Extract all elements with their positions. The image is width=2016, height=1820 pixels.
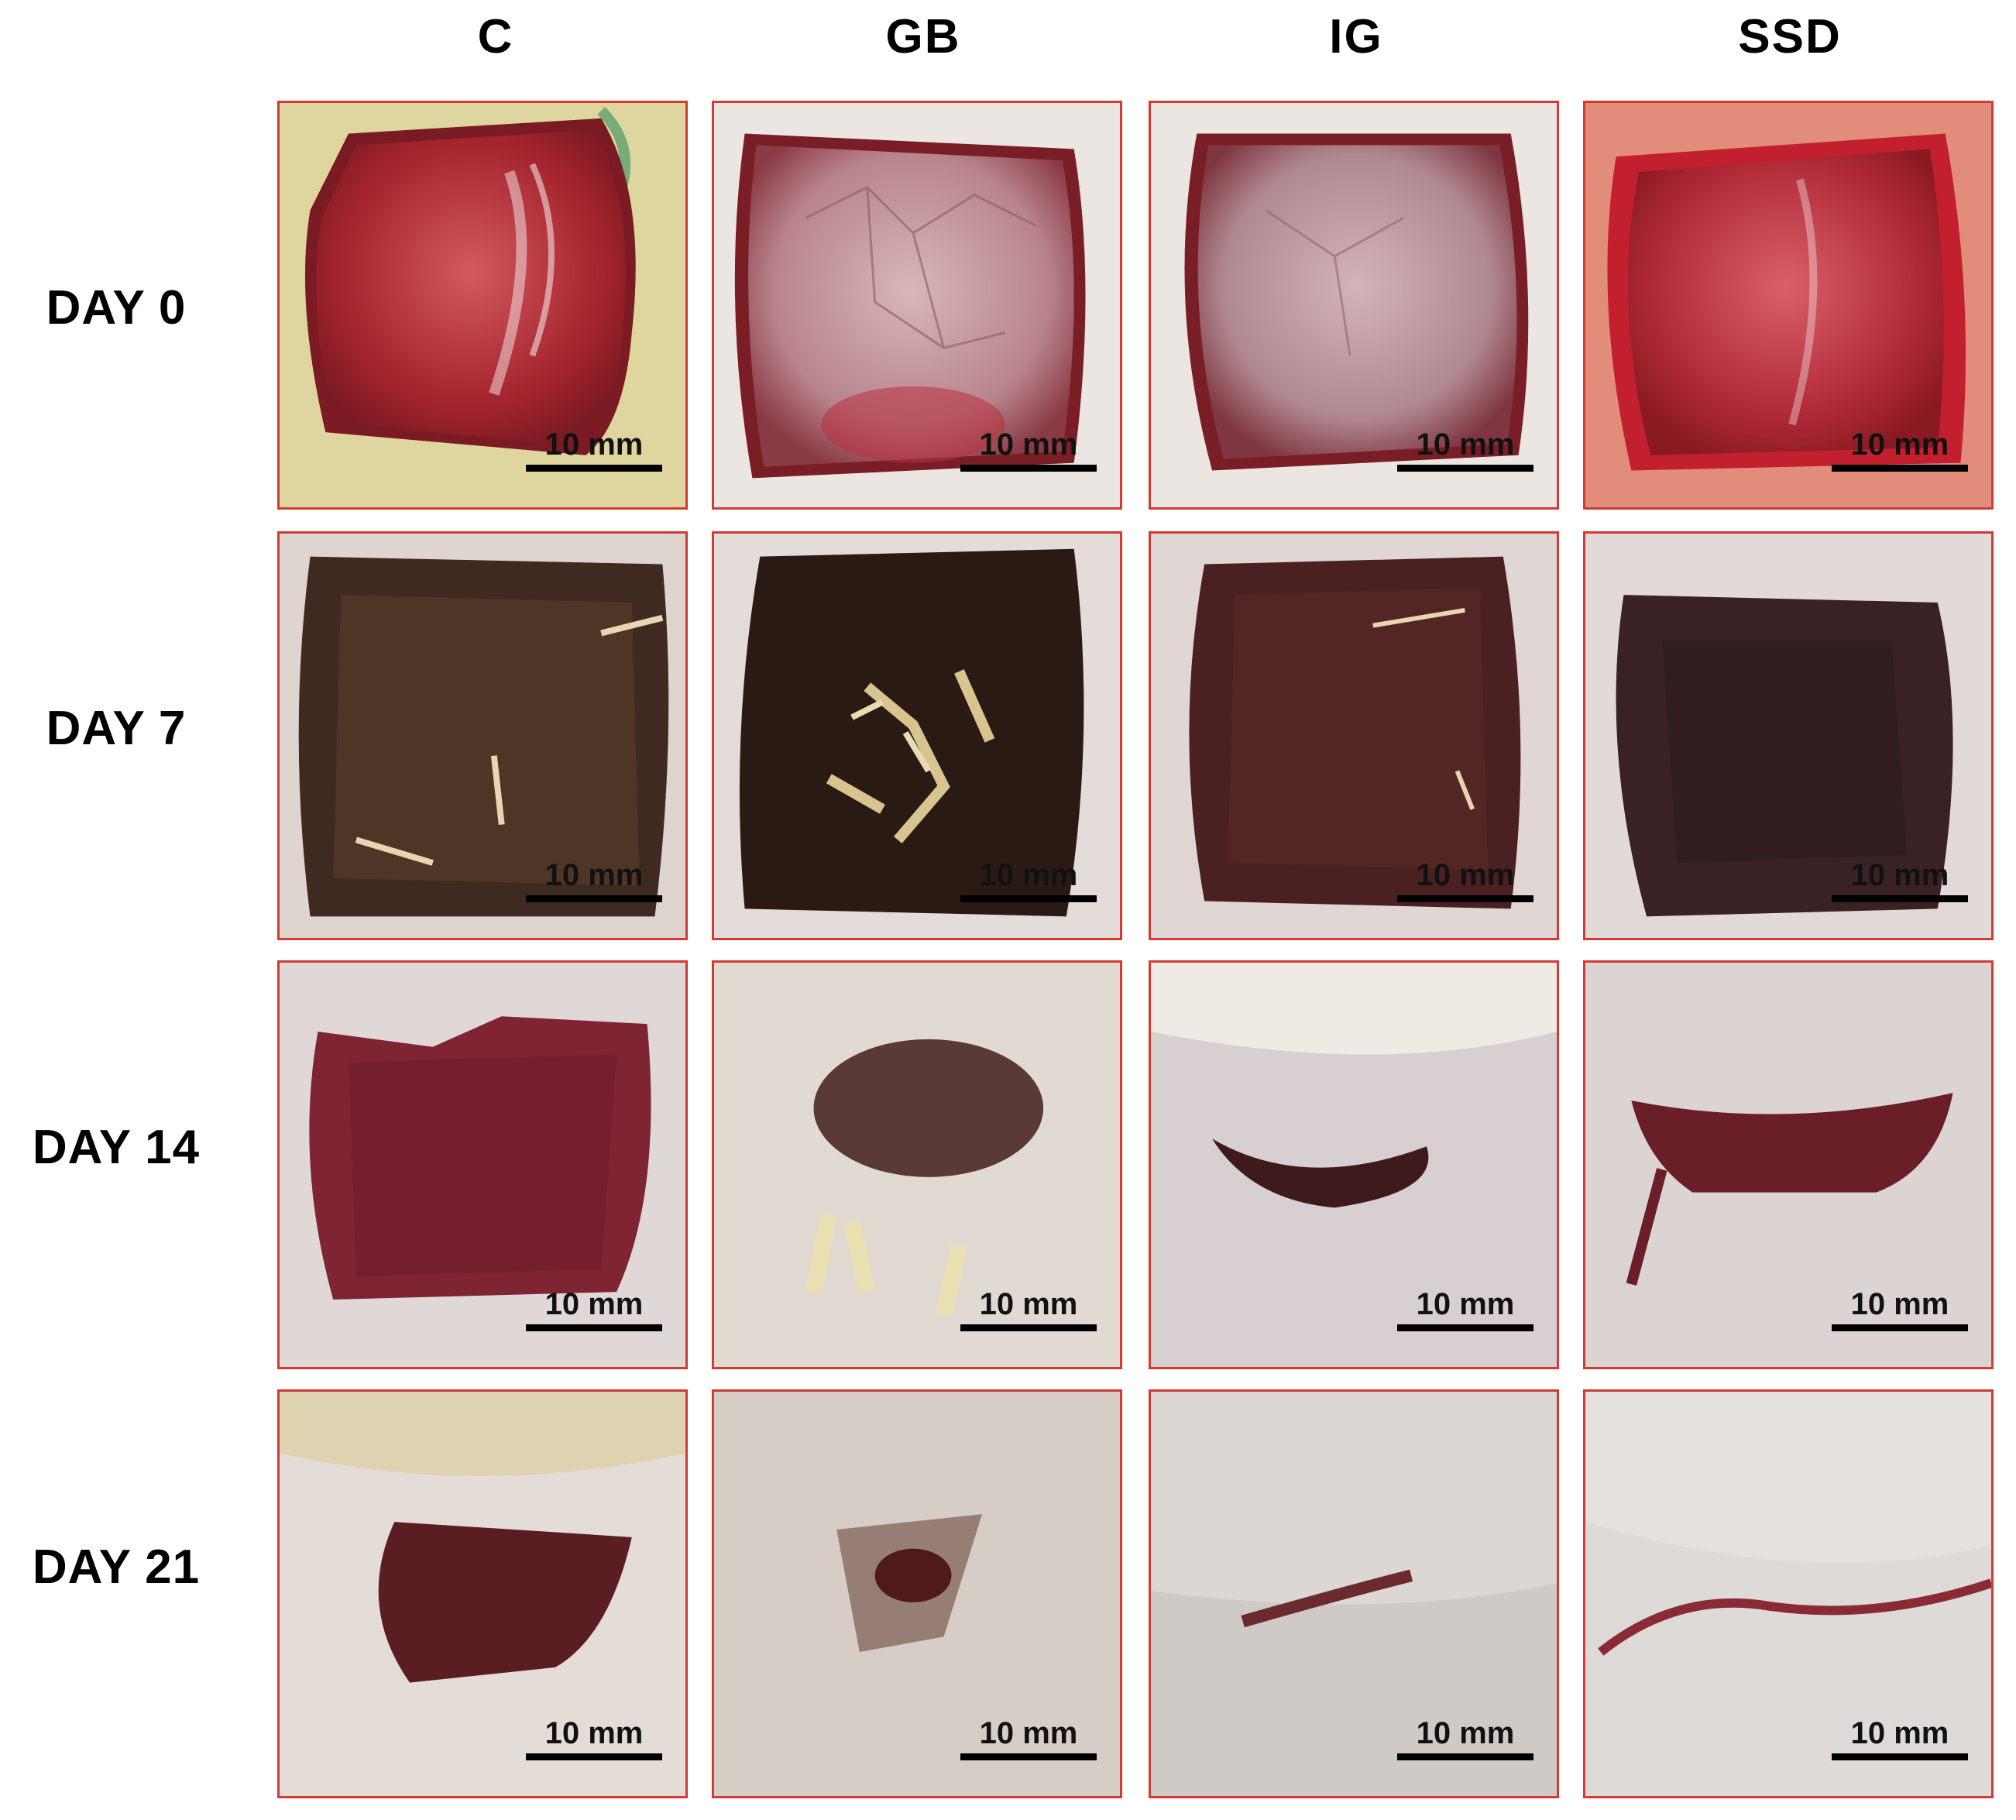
panel-day0-c: 10 mm — [277, 101, 688, 510]
wound-photo — [714, 963, 1120, 1367]
scale-bar-label: 10 mm — [544, 1287, 644, 1321]
scale-bar — [960, 1324, 1097, 1331]
panel-day7-ig: 10 mm — [1149, 531, 1559, 940]
scale-bar-label: 10 mm — [1416, 1287, 1515, 1321]
scale-bar — [960, 1753, 1097, 1760]
scale-bar-label: 10 mm — [1850, 1287, 1949, 1321]
scale-bar — [1832, 1753, 1968, 1760]
panel-day7-gb: 10 mm — [712, 531, 1122, 940]
scale-bar — [1832, 895, 1968, 902]
panel-day21-ig: 10 mm — [1149, 1389, 1559, 1798]
wound-photo — [1585, 534, 1991, 938]
scale-bar-label: 10 mm — [1850, 858, 1949, 892]
panel-day14-gb: 10 mm — [712, 960, 1122, 1369]
wound-photo — [1585, 963, 1991, 1367]
scale-bar-label: 10 mm — [1416, 428, 1515, 462]
panel-day7-ssd: 10 mm — [1583, 531, 1994, 940]
row-header-day-14: DAY 14 — [32, 1121, 201, 1174]
wound-photo — [1151, 103, 1557, 507]
wound-photo — [714, 103, 1120, 507]
scale-bar-label: 10 mm — [544, 428, 644, 462]
scale-bar-label: 10 mm — [544, 1716, 644, 1750]
scale-bar-label: 10 mm — [1416, 858, 1515, 892]
scale-bar-label: 10 mm — [979, 1287, 1078, 1321]
scale-bar — [526, 465, 662, 472]
scale-bar-label: 10 mm — [1850, 428, 1949, 462]
scale-bar-label: 10 mm — [1416, 1716, 1515, 1750]
wound-photo — [1151, 534, 1557, 938]
column-header-ssd: SSD — [1738, 10, 1842, 64]
scale-bar-label: 10 mm — [1850, 1716, 1949, 1750]
wound-photo — [280, 103, 685, 507]
panel-day7-c: 10 mm — [277, 531, 688, 940]
wound-photo — [714, 1392, 1120, 1796]
panel-day0-ssd: 10 mm — [1583, 101, 1994, 510]
scale-bar-label: 10 mm — [979, 428, 1078, 462]
row-header-day-0: DAY 0 — [46, 281, 187, 335]
row-header-day-7: DAY 7 — [46, 702, 187, 755]
scale-bar — [526, 1324, 662, 1331]
scale-bar — [526, 895, 662, 902]
scale-bar — [1397, 465, 1533, 472]
column-header-gb: GB — [885, 10, 961, 64]
scale-bar — [1397, 1753, 1533, 1760]
column-header-ig: IG — [1329, 10, 1383, 64]
wound-photo — [1585, 103, 1991, 507]
wound-photo — [1151, 1392, 1557, 1796]
wound-photo — [280, 963, 685, 1367]
scale-bar — [960, 465, 1097, 472]
panel-day21-ssd: 10 mm — [1583, 1389, 1994, 1798]
scale-bar — [1397, 895, 1533, 902]
scale-bar — [1832, 465, 1968, 472]
scale-bar-label: 10 mm — [979, 1716, 1078, 1750]
panel-day14-c: 10 mm — [277, 960, 688, 1369]
scale-bar-label: 10 mm — [979, 858, 1078, 892]
scale-bar — [526, 1753, 662, 1760]
panel-day0-gb: 10 mm — [712, 101, 1122, 510]
scale-bar-label: 10 mm — [544, 858, 644, 892]
wound-photo — [280, 1392, 685, 1796]
wound-photo — [1151, 963, 1557, 1367]
scale-bar — [960, 895, 1097, 902]
panel-day0-ig: 10 mm — [1149, 101, 1559, 510]
column-header-c: C — [477, 10, 514, 64]
scale-bar — [1832, 1324, 1968, 1331]
scale-bar — [1397, 1324, 1533, 1331]
wound-photo — [280, 534, 685, 938]
wound-photo — [714, 534, 1120, 938]
panel-day14-ssd: 10 mm — [1583, 960, 1994, 1369]
panel-day14-ig: 10 mm — [1149, 960, 1559, 1369]
row-header-day-21: DAY 21 — [32, 1540, 201, 1594]
panel-day21-gb: 10 mm — [712, 1389, 1122, 1798]
panel-day21-c: 10 mm — [277, 1389, 688, 1798]
wound-photo — [1585, 1392, 1991, 1796]
